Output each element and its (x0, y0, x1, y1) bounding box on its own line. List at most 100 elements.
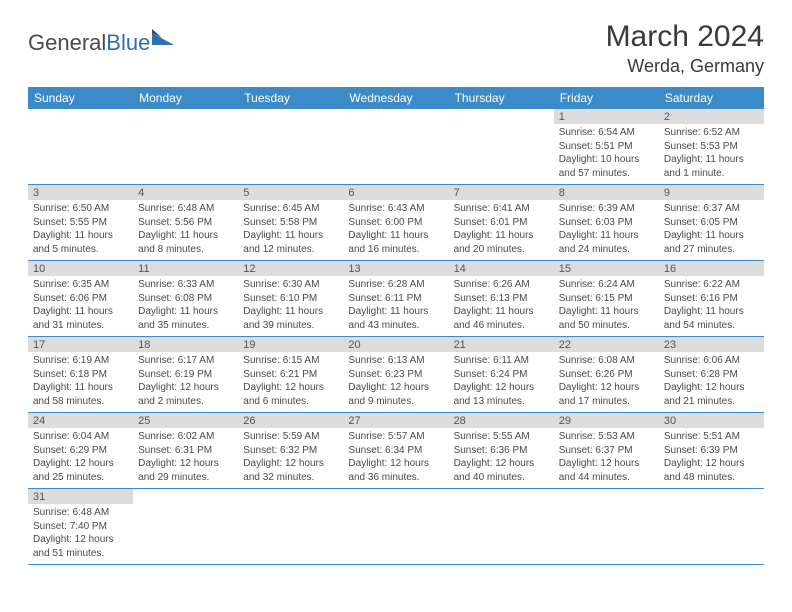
weekday-header: Friday (554, 87, 659, 109)
weekday-header: Sunday (28, 87, 133, 109)
day-ss: Sunset: 6:06 PM (33, 292, 128, 306)
calendar-table: Sunday Monday Tuesday Wednesday Thursday… (28, 87, 764, 565)
day-info (554, 504, 659, 565)
day-d1: Daylight: 12 hours (454, 381, 549, 395)
day-number (28, 109, 133, 124)
day-info: Sunrise: 5:57 AMSunset: 6:34 PMDaylight:… (343, 428, 448, 489)
day-d2: and 29 minutes. (138, 471, 233, 485)
day-number: 2 (659, 109, 764, 124)
day-info: Sunrise: 6:08 AMSunset: 6:26 PMDaylight:… (554, 352, 659, 413)
day-d2: and 20 minutes. (454, 243, 549, 257)
day-d2: and 36 minutes. (348, 471, 443, 485)
day-ss: Sunset: 6:37 PM (559, 444, 654, 458)
day-sr: Sunrise: 6:41 AM (454, 202, 549, 216)
day-sr: Sunrise: 6:48 AM (33, 506, 128, 520)
day-info: Sunrise: 6:11 AMSunset: 6:24 PMDaylight:… (449, 352, 554, 413)
day-ss: Sunset: 6:03 PM (559, 216, 654, 230)
day-sr: Sunrise: 6:26 AM (454, 278, 549, 292)
day-ss: Sunset: 6:13 PM (454, 292, 549, 306)
day-info: Sunrise: 5:59 AMSunset: 6:32 PMDaylight:… (238, 428, 343, 489)
header: GeneralBlue March 2024 Werda, Germany (28, 20, 764, 77)
day-info (238, 504, 343, 565)
day-d2: and 25 minutes. (33, 471, 128, 485)
day-sr: Sunrise: 6:33 AM (138, 278, 233, 292)
day-d2: and 12 minutes. (243, 243, 338, 257)
day-number: 6 (343, 185, 448, 201)
day-d1: Daylight: 12 hours (243, 381, 338, 395)
day-info: Sunrise: 6:33 AMSunset: 6:08 PMDaylight:… (133, 276, 238, 337)
day-info: Sunrise: 6:24 AMSunset: 6:15 PMDaylight:… (554, 276, 659, 337)
day-ss: Sunset: 6:05 PM (664, 216, 759, 230)
day-sr: Sunrise: 6:11 AM (454, 354, 549, 368)
day-sr: Sunrise: 6:17 AM (138, 354, 233, 368)
day-sr: Sunrise: 6:48 AM (138, 202, 233, 216)
day-ss: Sunset: 6:39 PM (664, 444, 759, 458)
day-d1: Daylight: 11 hours (348, 305, 443, 319)
day-number: 28 (449, 413, 554, 429)
day-ss: Sunset: 5:51 PM (559, 140, 654, 154)
info-row: Sunrise: 6:54 AMSunset: 5:51 PMDaylight:… (28, 124, 764, 185)
day-number (133, 489, 238, 505)
day-number: 17 (28, 337, 133, 353)
day-ss: Sunset: 6:32 PM (243, 444, 338, 458)
day-info: Sunrise: 6:48 AMSunset: 5:56 PMDaylight:… (133, 200, 238, 261)
day-number: 21 (449, 337, 554, 353)
day-number: 29 (554, 413, 659, 429)
day-d2: and 46 minutes. (454, 319, 549, 333)
day-d2: and 44 minutes. (559, 471, 654, 485)
day-sr: Sunrise: 5:53 AM (559, 430, 654, 444)
day-d1: Daylight: 12 hours (33, 457, 128, 471)
day-number: 18 (133, 337, 238, 353)
day-sr: Sunrise: 6:08 AM (559, 354, 654, 368)
day-info: Sunrise: 5:53 AMSunset: 6:37 PMDaylight:… (554, 428, 659, 489)
day-number: 24 (28, 413, 133, 429)
weekday-header-row: Sunday Monday Tuesday Wednesday Thursday… (28, 87, 764, 109)
day-ss: Sunset: 7:40 PM (33, 520, 128, 534)
day-info: Sunrise: 6:02 AMSunset: 6:31 PMDaylight:… (133, 428, 238, 489)
day-d2: and 5 minutes. (33, 243, 128, 257)
day-number: 31 (28, 489, 133, 505)
day-number: 27 (343, 413, 448, 429)
day-info: Sunrise: 6:17 AMSunset: 6:19 PMDaylight:… (133, 352, 238, 413)
daynum-row: 12 (28, 109, 764, 124)
day-sr: Sunrise: 6:19 AM (33, 354, 128, 368)
day-sr: Sunrise: 6:04 AM (33, 430, 128, 444)
day-ss: Sunset: 6:19 PM (138, 368, 233, 382)
day-d2: and 16 minutes. (348, 243, 443, 257)
daynum-row: 24252627282930 (28, 413, 764, 429)
day-info (238, 124, 343, 185)
day-d2: and 39 minutes. (243, 319, 338, 333)
day-number: 11 (133, 261, 238, 277)
daynum-row: 31 (28, 489, 764, 505)
day-info: Sunrise: 6:06 AMSunset: 6:28 PMDaylight:… (659, 352, 764, 413)
month-title: March 2024 (606, 20, 764, 54)
day-ss: Sunset: 5:55 PM (33, 216, 128, 230)
day-number (659, 489, 764, 505)
day-number: 22 (554, 337, 659, 353)
day-d1: Daylight: 12 hours (348, 457, 443, 471)
day-info: Sunrise: 6:35 AMSunset: 6:06 PMDaylight:… (28, 276, 133, 337)
day-info: Sunrise: 6:39 AMSunset: 6:03 PMDaylight:… (554, 200, 659, 261)
day-number: 3 (28, 185, 133, 201)
day-number: 9 (659, 185, 764, 201)
day-number: 13 (343, 261, 448, 277)
info-row: Sunrise: 6:50 AMSunset: 5:55 PMDaylight:… (28, 200, 764, 261)
day-d1: Daylight: 11 hours (33, 305, 128, 319)
day-sr: Sunrise: 5:59 AM (243, 430, 338, 444)
day-info (133, 504, 238, 565)
day-d1: Daylight: 11 hours (348, 229, 443, 243)
weekday-header: Wednesday (343, 87, 448, 109)
day-ss: Sunset: 6:23 PM (348, 368, 443, 382)
day-ss: Sunset: 6:15 PM (559, 292, 654, 306)
day-number (449, 489, 554, 505)
day-number (133, 109, 238, 124)
day-ss: Sunset: 6:10 PM (243, 292, 338, 306)
day-d2: and 2 minutes. (138, 395, 233, 409)
day-d1: Daylight: 12 hours (664, 457, 759, 471)
day-number (449, 109, 554, 124)
day-d1: Daylight: 12 hours (559, 457, 654, 471)
day-d1: Daylight: 11 hours (664, 229, 759, 243)
day-sr: Sunrise: 6:30 AM (243, 278, 338, 292)
day-ss: Sunset: 6:21 PM (243, 368, 338, 382)
day-d1: Daylight: 10 hours (559, 153, 654, 167)
